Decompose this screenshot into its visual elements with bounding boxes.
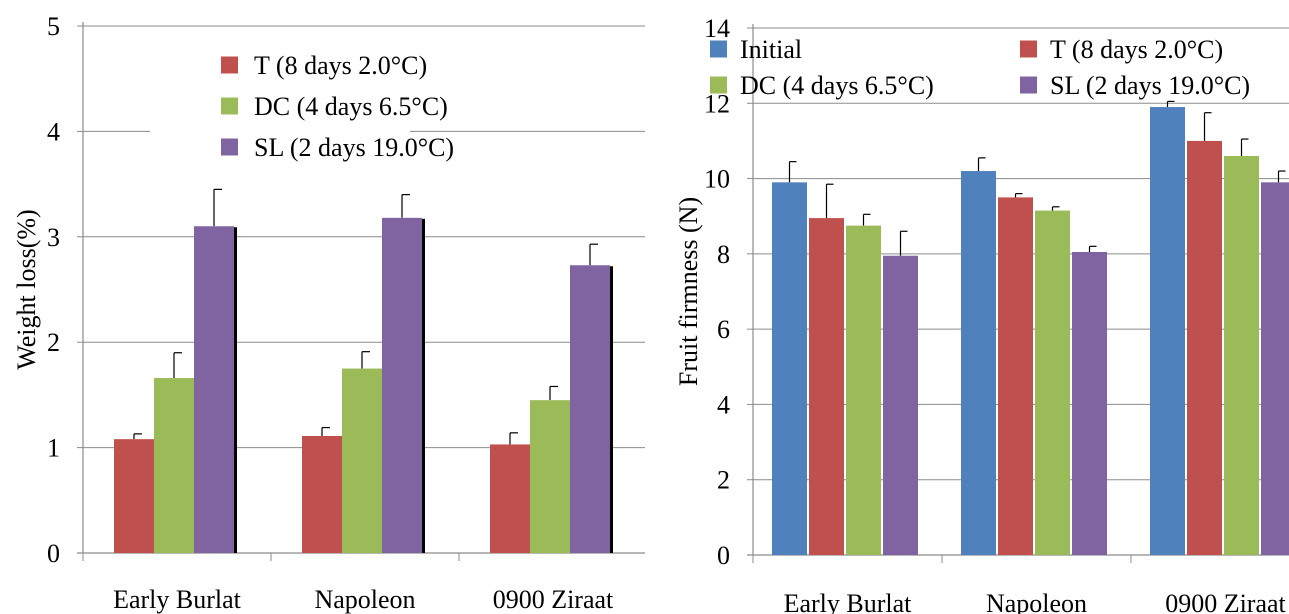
legend-swatch [710, 76, 727, 94]
bar-shadow [422, 218, 425, 553]
bar [1035, 210, 1070, 555]
y-tick-label: 0 [717, 541, 730, 570]
bar [1224, 155, 1259, 555]
legend-label: DC (4 days 6.5°C) [254, 92, 448, 121]
legend-swatch [1020, 40, 1037, 58]
bar [846, 225, 881, 555]
legend-item: T (8 days 2.0°C) [221, 51, 427, 80]
bar [154, 378, 194, 553]
y-tick-label: 4 [717, 390, 730, 419]
x-category-label: Early Burlat [784, 589, 913, 614]
legend-item: SL (2 days 19.0°C) [221, 133, 454, 162]
bar [772, 182, 807, 556]
y-tick-label: 6 [717, 315, 730, 344]
x-category-label: Napoleon [986, 589, 1087, 614]
bar [1261, 182, 1289, 556]
y-tick-label: 1 [47, 434, 60, 463]
weight-loss-chart: 0 1 2 3 4 5 Early Burlat Napoleon 0900 Ziraat Wei… [12, 12, 645, 614]
legend-item: T (8 days 2.0°C) [1020, 35, 1223, 64]
bar [809, 218, 844, 555]
bar [961, 171, 996, 556]
x-category-label: Early Burlat [113, 585, 242, 614]
y-tick-label: 2 [717, 466, 730, 495]
x-category-label: 0900 Ziraat [1165, 589, 1286, 614]
bar [1150, 107, 1185, 556]
bar [530, 400, 570, 553]
legend-swatch [221, 97, 238, 115]
legend: T (8 days 2.0°C) DC (4 days 6.5°C) SL (2 d… [221, 51, 454, 162]
bar [570, 265, 610, 553]
y-tick-label: 2 [47, 328, 60, 357]
x-category-label: 0900 Ziraat [493, 585, 614, 614]
y-tick-label: 10 [704, 165, 730, 194]
legend-swatch [221, 56, 238, 74]
bar-shadow [610, 266, 613, 553]
bar [342, 368, 382, 553]
legend-label: T (8 days 2.0°C) [1050, 35, 1223, 64]
y-tick-label: 14 [704, 14, 730, 43]
legend-label: Initial [740, 35, 802, 64]
legend-background [150, 118, 410, 142]
bar [1072, 251, 1107, 555]
y-axis-title: Weight loss(%) [12, 209, 41, 369]
x-category-label: Napoleon [314, 585, 415, 614]
legend-swatch [221, 138, 238, 156]
bar [490, 444, 530, 553]
legend-swatch [1020, 76, 1037, 94]
bar [883, 255, 918, 555]
bar [382, 217, 422, 553]
y-tick-label: 3 [47, 223, 60, 252]
y-tick-label: 0 [47, 539, 60, 568]
bar [1187, 140, 1222, 555]
legend-item: Initial [710, 35, 802, 64]
y-tick-label: 5 [47, 12, 60, 41]
legend-label: T (8 days 2.0°C) [254, 51, 427, 80]
bar [114, 439, 154, 553]
legend-label: DC (4 days 6.5°C) [740, 71, 934, 100]
y-tick-label: 4 [47, 117, 60, 146]
bar [194, 226, 234, 553]
legend-label: SL (2 days 19.0°C) [1050, 71, 1250, 100]
bar-shadow [234, 227, 237, 553]
legend-item: SL (2 days 19.0°C) [1020, 71, 1250, 100]
legend-swatch [710, 40, 727, 58]
fruit-firmness-chart: 0 2 4 6 8 10 12 14 Early Burlat Napoleon 0900 Zira… [674, 14, 1289, 614]
legend-label: SL (2 days 19.0°C) [254, 133, 454, 162]
y-axis-title: Fruit firmness (N) [674, 197, 703, 386]
legend-item: DC (4 days 6.5°C) [710, 71, 934, 100]
y-tick-label: 12 [704, 89, 730, 118]
bar [302, 436, 342, 553]
legend-item: DC (4 days 6.5°C) [221, 92, 448, 121]
y-tick-label: 8 [717, 240, 730, 269]
bar [998, 197, 1033, 555]
legend: Initial T (8 days 2.0°C) DC (4 days 6.5°C)… [710, 35, 1250, 100]
